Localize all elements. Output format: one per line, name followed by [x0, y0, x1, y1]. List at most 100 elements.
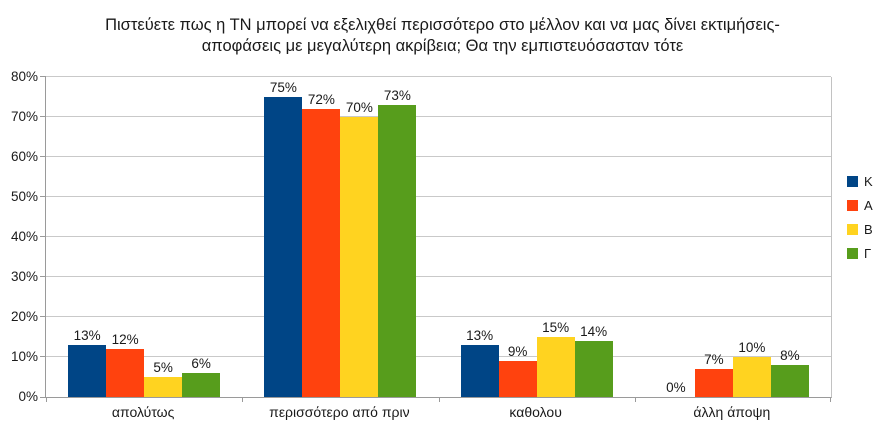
bar-Α-1 [302, 109, 341, 397]
bar-value-label: 5% [153, 360, 173, 375]
bar-Γ-2 [574, 341, 613, 397]
x-tick-0 [46, 397, 47, 402]
y-axis-label-10: 10% [10, 349, 38, 364]
bar-value-label: 72% [307, 92, 335, 107]
y-axis-label-60: 60% [10, 149, 38, 164]
gridline-70 [46, 116, 831, 117]
gridline-50 [46, 196, 831, 197]
bar-value-label: 75% [269, 80, 297, 95]
bar-slot: 70% [340, 77, 379, 397]
x-tick-1 [242, 397, 244, 402]
legend-item-Κ: Κ [847, 174, 873, 189]
bar-slot: 13% [68, 77, 107, 397]
legend-item-Γ: Γ [847, 246, 873, 261]
gridline-60 [46, 156, 831, 157]
bar-value-label: 13% [466, 328, 494, 343]
bar-slot: 6% [182, 77, 221, 397]
bar-Κ-2 [460, 345, 499, 397]
y-tick-0 [40, 397, 46, 398]
bar-value-label: 15% [542, 320, 570, 335]
y-axis-label-30: 30% [10, 269, 38, 284]
x-axis-label-0: απολύτως [111, 404, 175, 420]
bar-slot: 7% [694, 77, 733, 397]
y-tick-40 [40, 236, 46, 237]
bar-slot: 15% [536, 77, 575, 397]
y-axis-label-0: 0% [18, 389, 38, 404]
bar-group-0: 13% 12% 5% 6% [46, 77, 242, 397]
y-axis-label-20: 20% [10, 309, 38, 324]
y-axis-label-50: 50% [10, 189, 38, 204]
y-axis-label-80: 80% [10, 69, 38, 84]
bar-slot: 10% [732, 77, 771, 397]
y-tick-70 [40, 116, 46, 117]
x-axis-label-1: περισσότερο από πριν [269, 404, 410, 420]
bar-value-label: 12% [111, 332, 139, 347]
bar-Β-3 [732, 357, 771, 397]
bar-value-label: 6% [191, 356, 211, 371]
legend-item-Β: Β [847, 222, 873, 237]
bar-group-3: 0% 7% 10% 8% [635, 77, 831, 397]
bar-value-label: 14% [580, 324, 608, 339]
bar-value-label: 8% [780, 348, 800, 363]
x-tick-3 [634, 397, 636, 402]
bar-Α-2 [498, 361, 537, 397]
y-axis-label-40: 40% [10, 229, 38, 244]
y-tick-10 [40, 356, 46, 357]
legend-item-Α: Α [847, 198, 873, 213]
y-tick-60 [40, 156, 46, 157]
bar-slot: 13% [460, 77, 499, 397]
bar-value-label: 9% [507, 344, 528, 359]
gridline-40 [46, 236, 831, 237]
bar-slot: 0% [657, 77, 695, 397]
y-axis-label-70: 70% [10, 109, 38, 124]
bar-Γ-0 [182, 373, 221, 397]
x-axis-label-2: καθολου [509, 404, 562, 420]
y-tick-20 [40, 316, 46, 317]
legend-label: Κ [864, 174, 873, 189]
bar-slot: 14% [574, 77, 613, 397]
x-tick-4 [830, 397, 831, 402]
bar-Γ-1 [378, 105, 417, 397]
bar-Β-1 [340, 117, 379, 397]
bar-value-label: 10% [738, 340, 766, 355]
bar-value-label: 7% [704, 352, 724, 367]
bar-Γ-3 [770, 365, 809, 397]
bar-Β-2 [536, 337, 575, 397]
y-tick-30 [40, 276, 46, 277]
chart-title: Πιστεύετε πως η ΤΝ μπορεί να εξελιχθεί π… [105, 16, 780, 55]
bar-slot: 5% [144, 77, 183, 397]
bar-Κ-0 [68, 345, 107, 397]
bar-value-label: 13% [73, 328, 101, 343]
y-tick-50 [40, 196, 46, 197]
gridline-30 [46, 276, 831, 277]
bar-group-1: 75% 72% 70% 73% [242, 77, 438, 397]
bar-slot: 12% [106, 77, 145, 397]
bar-slot: 8% [770, 77, 809, 397]
plot-area: 13% 12% 5% 6% 75% 72% 70% 73% 13% 9% 15% 14% 0% 7% 10%… [40, 76, 832, 402]
gridline-80 [46, 76, 831, 77]
bar-Κ-1 [264, 97, 303, 397]
gridline-20 [46, 316, 831, 317]
bar-Α-0 [106, 349, 145, 397]
bar-group-2: 13% 9% 15% 14% [439, 77, 635, 397]
bar-slot: 73% [378, 77, 417, 397]
bar-value-label: 73% [383, 88, 411, 103]
legend-swatch-icon [847, 224, 858, 235]
legend-swatch-icon [847, 248, 858, 259]
bar-slot: 72% [302, 77, 341, 397]
legend-label: Β [864, 222, 873, 237]
bar-value-label: 70% [345, 100, 373, 115]
legend-label: Γ [864, 246, 872, 261]
x-tick-2 [438, 397, 440, 402]
bar-value-label: 0% [666, 380, 686, 395]
bar-slot: 9% [498, 77, 537, 397]
y-tick-80 [40, 76, 46, 77]
x-axis-label-3: άλλη άποψη [693, 404, 771, 420]
gridline-10 [46, 356, 831, 357]
legend-label: Α [864, 198, 873, 213]
bar-Β-0 [144, 377, 183, 397]
bar-Α-3 [694, 369, 733, 397]
legend-swatch-icon [847, 200, 858, 211]
